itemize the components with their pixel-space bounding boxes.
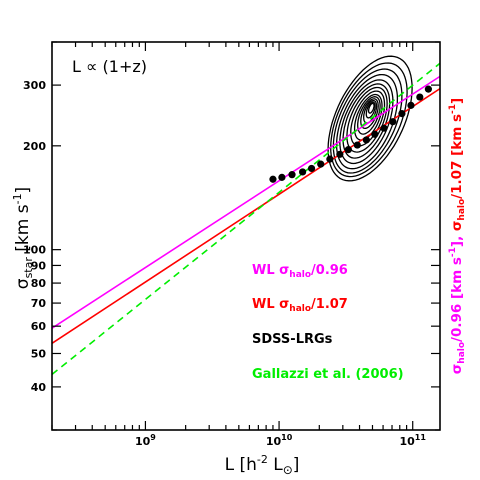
sdss-point-8	[336, 150, 344, 158]
sdss-point-18	[424, 85, 432, 93]
x-axis-title: L [h-2 L⊙]	[225, 453, 300, 477]
y-title-sub: star	[22, 257, 35, 279]
contour-level-10	[357, 96, 381, 135]
y-tick-label: 60	[31, 320, 47, 333]
annotation: L ∝ (1+z)	[72, 57, 147, 76]
x-tick-label-exp: 11	[415, 433, 427, 442]
series-line-4	[51, 62, 441, 375]
y-tick-label: 90	[31, 259, 47, 272]
y-title-exp: -1	[11, 193, 24, 204]
x-tick-label-base: 10	[135, 435, 151, 448]
y-axis-title: σstar [km s-1]	[11, 187, 35, 289]
y-tick-label: 100	[23, 244, 46, 257]
contour-level-13	[365, 101, 376, 119]
y-title-main: σ	[13, 278, 33, 289]
legend-item-sdss: SDSS-LRGs	[252, 332, 333, 347]
y-tick-label: 70	[31, 297, 47, 310]
right-title-p6: ]	[449, 98, 465, 104]
sdss-lrg-points	[269, 85, 432, 183]
sdss-point-4	[299, 168, 307, 176]
contour-level-4	[335, 73, 399, 170]
right-title-p2: /0.96 [km s	[449, 257, 465, 342]
sdss-point-3	[288, 171, 296, 179]
legend: WL σhalo/0.96 WL σhalo/1.07 SDSS-LRGs Ga…	[252, 263, 404, 382]
right-title-p5exp: -1	[448, 104, 458, 114]
contour-level-14	[367, 102, 375, 114]
x-tick-label-exp: 9	[150, 433, 156, 442]
sdss-point-9	[344, 146, 352, 154]
sdss-point-12	[371, 130, 379, 138]
sdss-point-17	[416, 93, 424, 101]
sdss-point-13	[380, 124, 388, 132]
right-title-p4sub: halo	[457, 199, 467, 221]
sdss-point-1	[269, 175, 277, 183]
legend-wl-096-main: WL σ	[252, 263, 289, 278]
sdss-point-11	[362, 136, 370, 144]
legend-wl-107-sub: halo	[289, 304, 311, 314]
legend-wl-096-sub: halo	[289, 270, 311, 280]
contour-level-7	[346, 86, 388, 153]
plot-frame	[51, 41, 441, 431]
x-title-sub: ⊙	[283, 463, 293, 477]
contour-group	[327, 55, 413, 182]
legend-wl-107-tail: /1.07	[311, 297, 348, 312]
contour-level-5	[339, 79, 394, 165]
y-tick-label: 50	[31, 347, 47, 360]
x-title-exp: -2	[257, 453, 268, 466]
contour-level-2	[330, 62, 408, 178]
sdss-point-10	[353, 141, 361, 149]
y-title-rest: [km s	[13, 204, 33, 257]
legend-wl-107-main: WL σ	[252, 297, 289, 312]
axis-ticks	[51, 41, 440, 431]
right-title-p4: σ	[449, 221, 465, 232]
x-tick-label-exp: 10	[281, 433, 293, 442]
x-title-main: L [h	[225, 455, 257, 475]
right-title-p5: /1.07 [km s	[449, 114, 465, 199]
sdss-point-6	[317, 160, 325, 168]
x-tick-label: 1010	[266, 433, 293, 448]
sdss-point-16	[407, 101, 415, 109]
sdss-point-14	[389, 118, 397, 126]
contour-level-6	[342, 83, 391, 159]
contour-level-9	[353, 93, 383, 141]
x-tick-label-base: 10	[399, 435, 415, 448]
legend-item-gallazzi: Gallazzi et al. (2006)	[252, 367, 404, 382]
series-lines	[51, 62, 441, 375]
sdss-point-15	[398, 110, 406, 118]
y-tick-label: 40	[31, 381, 47, 394]
right-title-p1: σ	[449, 364, 465, 375]
y-title-end: ]	[13, 187, 33, 194]
right-title-p1sub: halo	[457, 342, 467, 364]
legend-item-wl-096: WL σhalo/0.96	[252, 263, 348, 280]
contour-level-8	[350, 90, 386, 147]
x-title-end: ]	[293, 455, 300, 475]
legend-item-wl-107: WL σhalo/1.07	[252, 297, 348, 314]
x-tick-label-base: 10	[266, 435, 282, 448]
sdss-point-7	[326, 155, 334, 163]
sdss-point-5	[307, 164, 316, 173]
x-tick-label: 109	[135, 433, 156, 448]
legend-wl-096-tail: /0.96	[311, 263, 348, 278]
right-title-p3: ],	[449, 231, 465, 247]
right-title-p2exp: -1	[448, 247, 458, 257]
sdss-point-2	[278, 173, 286, 181]
y-tick-label: 300	[23, 79, 46, 92]
series-line-1	[51, 75, 441, 329]
y-tick-label: 80	[31, 277, 47, 290]
y-tick-label: 200	[23, 140, 46, 153]
contour-level-3	[332, 68, 403, 174]
x-title-mid: L	[268, 455, 283, 475]
right-axis-title: σhalo/0.96 [km s-1], σhalo/1.07 [km s-1]	[448, 98, 467, 374]
x-tick-label: 1011	[399, 433, 426, 448]
